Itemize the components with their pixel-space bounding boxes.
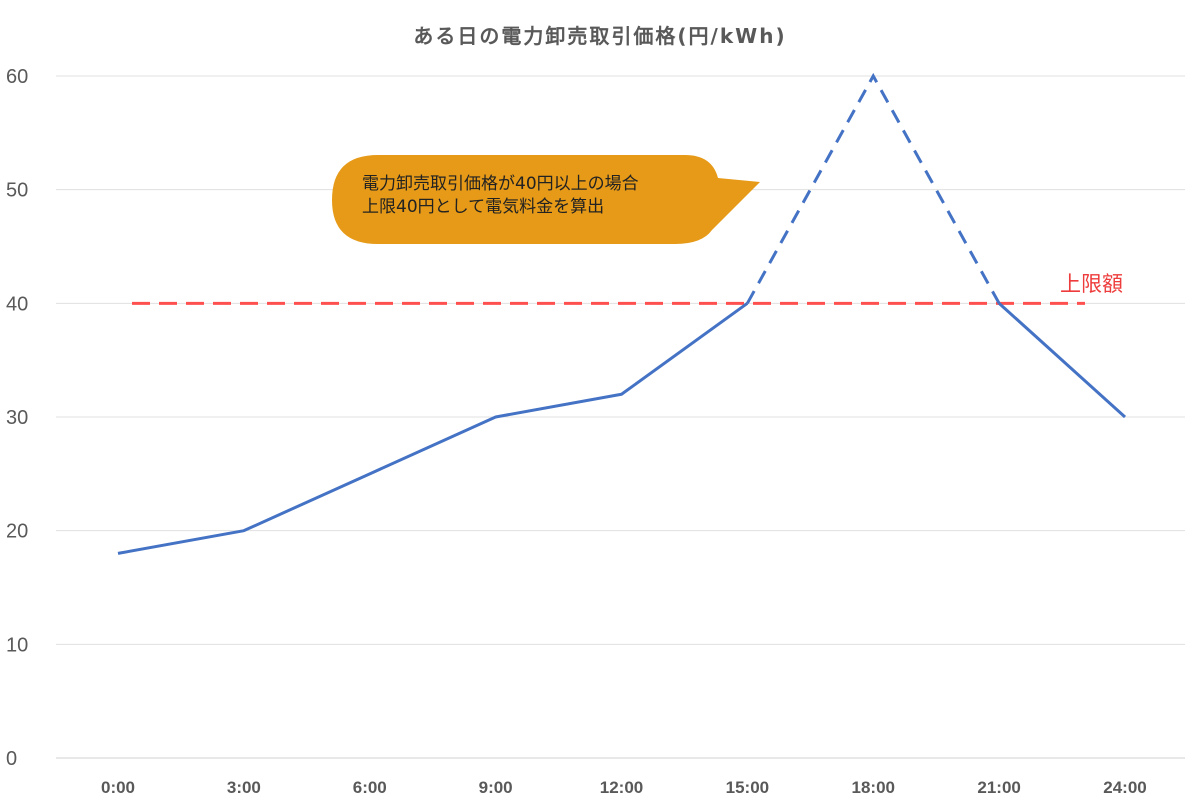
x-tick-label: 24:00	[1103, 778, 1146, 797]
y-axis-ticks: 0 10 20 30 40 50 60	[6, 66, 28, 770]
price-line-dashed-above-limit	[746, 72, 1001, 305]
price-line-solid-tail	[998, 302, 1127, 419]
x-tick-label: 15:00	[726, 778, 769, 797]
x-tick-label: 12:00	[600, 778, 643, 797]
y-tick-label: 50	[6, 180, 28, 202]
x-tick-label: 21:00	[977, 778, 1020, 797]
x-axis-ticks: 0:00 3:00 6:00 9:00 12:00 15:00 18:00 21:00 24:0…	[101, 778, 1147, 797]
price-line-solid	[117, 302, 749, 555]
x-tick-label: 3:00	[227, 778, 261, 797]
upper-limit-label: 上限額	[1060, 272, 1123, 296]
y-tick-label: 0	[6, 748, 17, 770]
y-tick-label: 60	[6, 66, 28, 88]
chart-title: ある日の電力卸売取引価格(円/kWh)	[413, 24, 787, 48]
x-tick-label: 18:00	[852, 778, 895, 797]
callout-text: 電力卸売取引価格が40円以上の場合 上限40円として電気料金を算出	[362, 174, 639, 217]
x-tick-label: 0:00	[101, 778, 135, 797]
y-tick-label: 10	[6, 634, 28, 656]
x-tick-label: 6:00	[353, 778, 387, 797]
x-tick-label: 9:00	[479, 778, 513, 797]
y-tick-label: 30	[6, 407, 28, 429]
y-tick-label: 40	[6, 293, 28, 315]
y-tick-label: 20	[6, 521, 28, 543]
callout-bubble	[332, 155, 760, 244]
